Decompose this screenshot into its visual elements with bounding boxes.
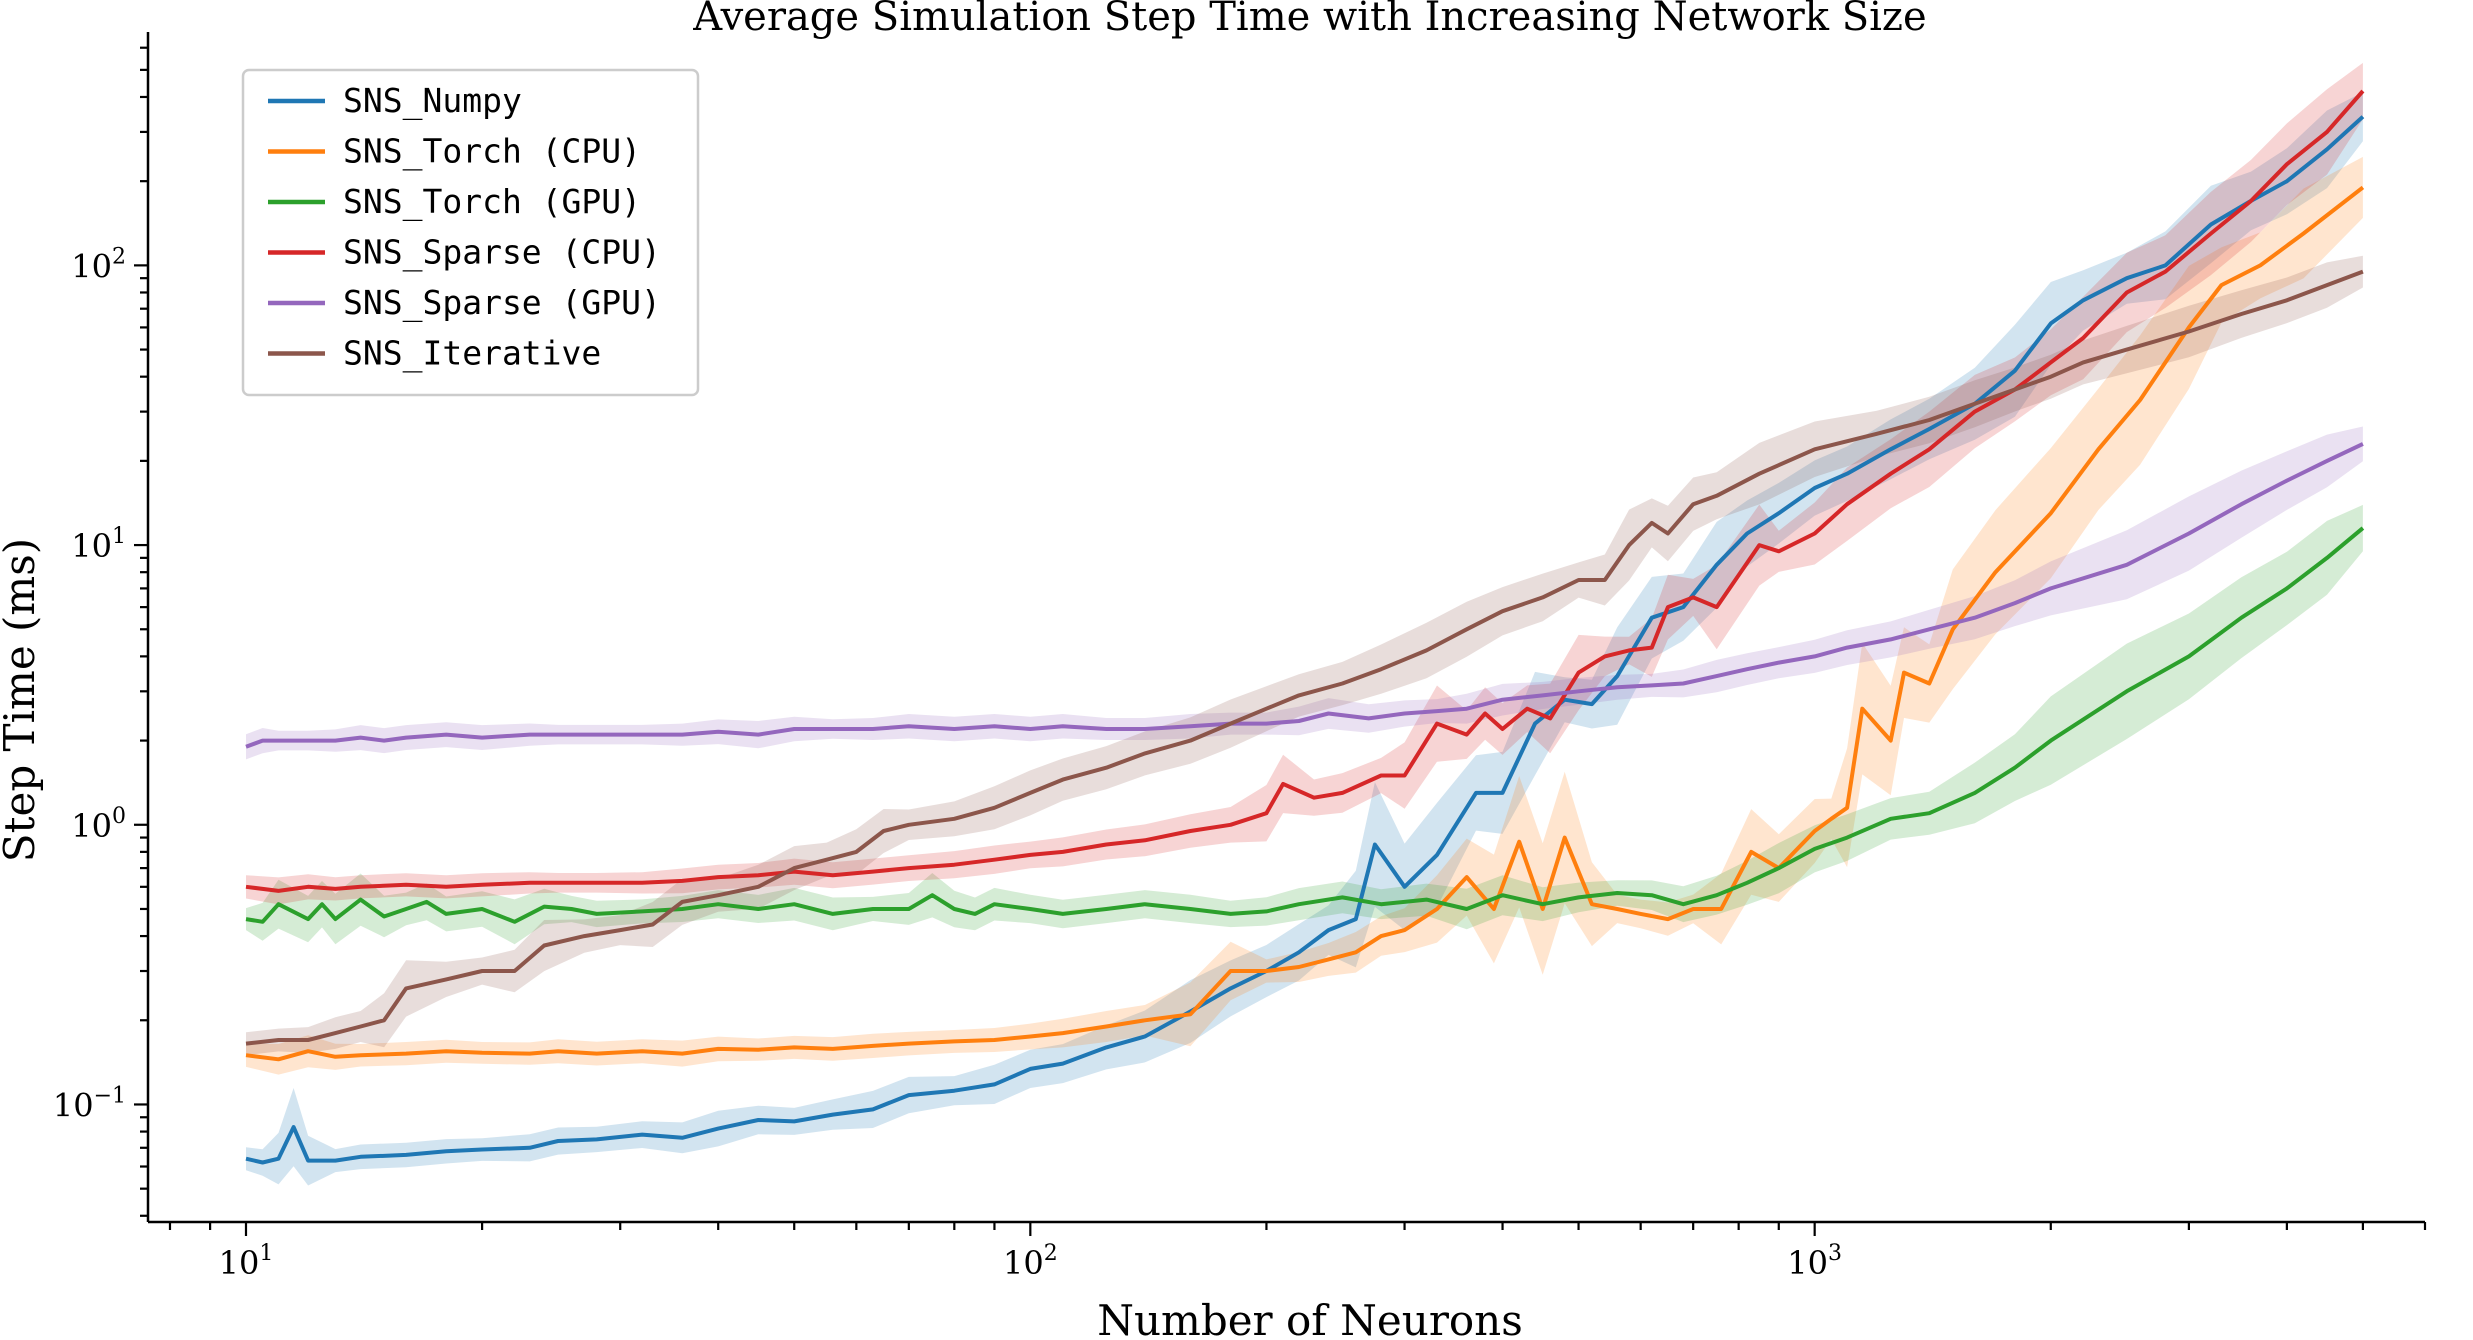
legend-label-sns-iterative: SNS_Iterative — [343, 334, 601, 374]
chart-title: Average Simulation Step Time with Increa… — [692, 0, 1926, 40]
legend-label-sns-sparse-cpu: SNS_Sparse (CPU) — [343, 233, 661, 273]
axes — [134, 32, 2427, 1236]
legend-label-sns-sparse-gpu: SNS_Sparse (GPU) — [343, 283, 661, 323]
series-line-sns-torch-cpu — [245, 185, 2365, 1062]
series-lines — [245, 89, 2365, 1165]
y-axis-label: Step Time (ms) — [0, 538, 44, 862]
x-axis-label: Number of Neurons — [1097, 1296, 1523, 1340]
band-sns-torch-gpu — [246, 504, 2363, 945]
y-tick-label: 101 — [71, 524, 126, 565]
y-tick-label: 102 — [71, 244, 126, 285]
legend-box — [241, 68, 700, 397]
legend-label-sns-torch-cpu: SNS_Torch (CPU) — [343, 132, 641, 172]
band-sns-sparse-gpu — [246, 426, 2363, 760]
band-sns-iterative — [246, 255, 2363, 1056]
band-sns-torch-cpu — [246, 156, 2363, 1075]
x-tick-label: 103 — [1787, 1241, 1842, 1282]
series-line-sns-sparse-cpu — [245, 89, 2365, 893]
legend-label-sns-torch-gpu: SNS_Torch (GPU) — [343, 182, 641, 222]
x-tick-label: 102 — [1003, 1241, 1058, 1282]
y-tick-label: 10−1 — [53, 1083, 126, 1124]
y-tick-label: 100 — [71, 804, 126, 845]
legend: SNS_Numpy SNS_Torch (CPU) SNS_Torch (GPU) S… — [241, 68, 700, 397]
series-line-sns-torch-gpu — [245, 526, 2365, 924]
tick-labels: 101 102 103 10−1 100 101 102 — [53, 244, 1842, 1282]
x-tick-label: 101 — [219, 1241, 274, 1282]
series-line-sns-iterative — [245, 269, 2364, 1046]
series-line-sns-sparse-gpu — [245, 442, 2364, 749]
legend-label-sns-numpy: SNS_Numpy — [343, 81, 522, 121]
